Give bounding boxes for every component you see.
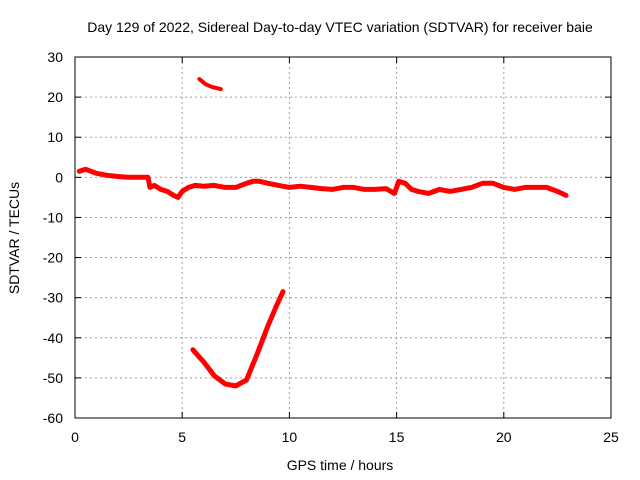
x-tick-label: 0 xyxy=(71,429,79,445)
series-line-dip-curve xyxy=(190,289,286,389)
y-tick-labels: 30 20 10 0 -10 -20 -30 -40 -50 -60 xyxy=(43,49,63,426)
series-line-upper-segment xyxy=(197,77,223,92)
plot-frame xyxy=(74,56,612,419)
x-tick-label: 15 xyxy=(389,429,405,445)
series-line-main xyxy=(76,166,569,200)
chart-title: Day 129 of 2022, Sidereal Day-to-day VTE… xyxy=(87,19,593,35)
x-axis-label: GPS time / hours xyxy=(287,457,394,473)
x-tick-label: 20 xyxy=(496,429,512,445)
y-tick-label: -20 xyxy=(43,250,63,266)
grid xyxy=(75,57,611,418)
x-tick-label: 10 xyxy=(282,429,298,445)
x-tick-label: 25 xyxy=(603,429,619,445)
y-tick-label: 10 xyxy=(47,129,63,145)
y-axis-label: SDTVAR / TECUs xyxy=(6,182,22,294)
tick-marks xyxy=(74,56,612,419)
y-tick-label: -30 xyxy=(43,290,63,306)
y-tick-label: -40 xyxy=(43,330,63,346)
x-tick-label: 5 xyxy=(178,429,186,445)
x-tick-labels: 0 5 10 15 20 25 xyxy=(71,429,619,445)
y-tick-label: -60 xyxy=(43,410,63,426)
series-group xyxy=(76,77,569,389)
y-tick-label: -50 xyxy=(43,370,63,386)
y-tick-label: 0 xyxy=(55,169,63,185)
y-tick-label: 30 xyxy=(47,49,63,65)
y-tick-label: -10 xyxy=(43,209,63,225)
y-tick-label: 20 xyxy=(47,89,63,105)
